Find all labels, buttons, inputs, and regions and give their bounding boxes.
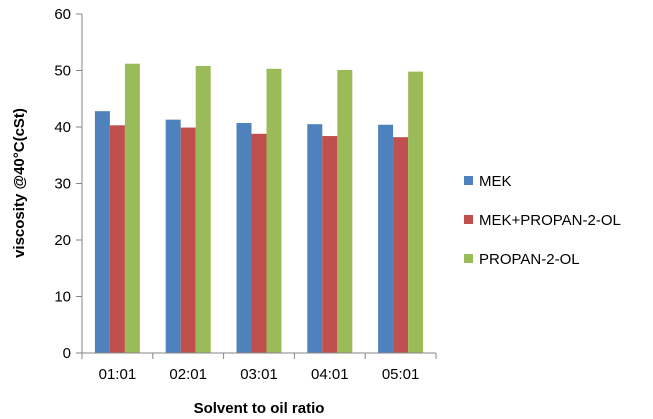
- legend-label-mek-propan-2-ol: MEK+PROPAN-2-OL: [479, 212, 621, 229]
- legend-label-propan-2-ol: PROPAN-2-OL: [479, 251, 580, 268]
- bar-mek-02-01: [165, 119, 181, 353]
- bar-propan-2-ol-03-01: [266, 68, 282, 354]
- y-tick-label: 0: [63, 345, 71, 362]
- bar-mek-propan-2-ol-02-01: [180, 127, 196, 353]
- x-axis-title: Solvent to oil ratio: [194, 400, 325, 417]
- bar-mek-propan-2-ol-01-01: [109, 125, 125, 354]
- bar-mek-propan-2-ol-03-01: [251, 133, 267, 353]
- bar-mek-03-01: [236, 123, 252, 353]
- y-ticks-group: 0 10 20 30 40 50 60: [54, 6, 82, 362]
- x-tick-label: 01:01: [99, 366, 137, 383]
- x-tick-label: 02:01: [169, 366, 207, 383]
- bar-mek-05-01: [378, 124, 394, 354]
- bars-group: [94, 63, 424, 354]
- legend-swatch-mek-propan-2-ol: [464, 215, 473, 224]
- y-tick-label: 60: [54, 6, 71, 23]
- bar-propan-2-ol-02-01: [195, 65, 211, 353]
- bar-mek-01-01: [94, 111, 110, 354]
- y-tick-label: 40: [54, 119, 71, 136]
- bar-propan-2-ol-01-01: [124, 63, 140, 353]
- bar-mek-04-01: [307, 124, 323, 353]
- bar-propan-2-ol-05-01: [408, 71, 424, 353]
- y-tick-label: 50: [54, 63, 71, 80]
- y-tick-label: 10: [54, 289, 71, 306]
- legend: MEK MEK+PROPAN-2-OL PROPAN-2-OL: [464, 173, 621, 268]
- x-ticks-group: 01:01 02:01 03:01 04:01 05:01: [81, 353, 437, 383]
- x-tick-label: 04:01: [311, 366, 349, 383]
- y-tick-label: 30: [54, 176, 71, 193]
- bar-mek-propan-2-ol-05-01: [393, 137, 409, 353]
- legend-swatch-mek: [464, 176, 473, 185]
- legend-swatch-propan-2-ol: [464, 254, 473, 263]
- x-tick-label: 05:01: [382, 366, 420, 383]
- bar-mek-propan-2-ol-04-01: [322, 136, 338, 353]
- y-tick-label: 20: [54, 232, 71, 249]
- legend-label-mek: MEK: [479, 173, 512, 190]
- x-tick-label: 03:01: [240, 366, 278, 383]
- y-axis-title: viscosity @40°C(cSt): [11, 108, 28, 258]
- bar-propan-2-ol-04-01: [337, 69, 353, 353]
